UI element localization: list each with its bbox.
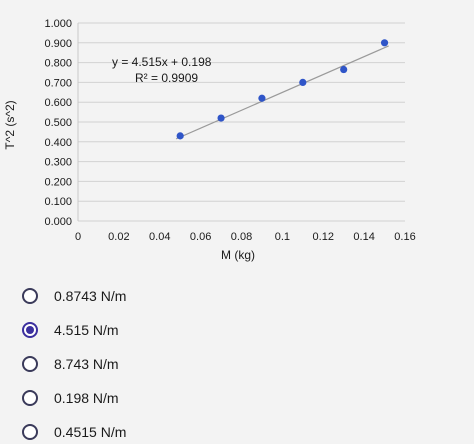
y-tick-label: 0.100 xyxy=(44,196,72,208)
grid-lines xyxy=(78,22,405,222)
data-point xyxy=(258,94,266,102)
option-label: 4.515 N/m xyxy=(54,322,119,338)
x-tick-label: 0.08 xyxy=(231,231,252,243)
y-tick-label: 0.900 xyxy=(44,38,72,50)
trendline-group xyxy=(175,45,389,140)
option-5[interactable]: 0.4515 N/m xyxy=(22,420,126,444)
x-tick-label: 0.04 xyxy=(149,231,170,243)
y-tick-label: 0.500 xyxy=(44,117,72,129)
x-axis-label: M (kg) xyxy=(221,248,255,262)
data-point xyxy=(299,78,307,86)
option-label: 0.4515 N/m xyxy=(54,424,127,440)
answer-options: 0.8743 N/m 4.515 N/m 8.743 N/m 0.198 N/m… xyxy=(0,270,474,440)
x-tick-label: 0.06 xyxy=(190,231,211,243)
option-1[interactable]: 0.8743 N/m xyxy=(22,284,126,308)
y-tick-label: 0.300 xyxy=(44,157,72,169)
y-tick-label: 0.600 xyxy=(44,97,72,109)
option-4[interactable]: 0.198 N/m xyxy=(22,386,119,410)
x-tick-label: 0.1 xyxy=(275,231,290,243)
option-label: 8.743 N/m xyxy=(54,356,119,372)
x-tick-labels: 0 0.02 0.04 0.06 0.08 0.1 0.12 0.14 0.16 xyxy=(75,231,416,243)
y-axis-label: T^2 (s^2) xyxy=(3,100,17,149)
x-tick-label: 0.02 xyxy=(108,231,129,243)
scatter-chart: 0.000 0.100 0.200 0.300 0.400 0.500 0.600 0.700… xyxy=(3,18,416,262)
y-tick-label: 0.700 xyxy=(44,77,72,89)
trendline-equation: y = 4.515x + 0.198 xyxy=(112,55,212,69)
y-tick-label: 0.000 xyxy=(44,216,72,228)
option-2[interactable]: 4.515 N/m xyxy=(22,318,119,342)
data-point xyxy=(176,132,184,140)
radio-button[interactable] xyxy=(22,356,38,372)
x-tick-label: 0.14 xyxy=(353,231,374,243)
radio-button[interactable] xyxy=(22,288,38,304)
data-points xyxy=(176,39,389,140)
y-tick-label: 0.200 xyxy=(44,176,72,188)
x-tick-label: 0.16 xyxy=(394,231,415,243)
y-tick-label: 0.800 xyxy=(44,58,72,70)
option-label: 0.8743 N/m xyxy=(54,288,127,304)
chart-svg: 0.000 0.100 0.200 0.300 0.400 0.500 0.600 0.700… xyxy=(3,18,416,262)
x-tick-label: 0 xyxy=(75,231,81,243)
y-tick-labels: 0.000 0.100 0.200 0.300 0.400 0.500 0.600 0.700… xyxy=(44,18,72,228)
option-label: 0.198 N/m xyxy=(54,390,119,406)
y-tick-label: 0.400 xyxy=(44,137,72,149)
trendline xyxy=(175,45,389,140)
data-point xyxy=(340,65,348,74)
radio-button[interactable] xyxy=(22,322,38,338)
option-3[interactable]: 8.743 N/m xyxy=(22,352,119,376)
radio-button[interactable] xyxy=(22,424,38,440)
radio-button[interactable] xyxy=(22,390,38,406)
x-tick-label: 0.12 xyxy=(313,231,334,243)
y-tick-label: 1.000 xyxy=(44,18,72,30)
r-squared-label: R² = 0.9909 xyxy=(135,71,198,85)
data-point xyxy=(217,114,225,122)
data-point xyxy=(380,39,389,47)
